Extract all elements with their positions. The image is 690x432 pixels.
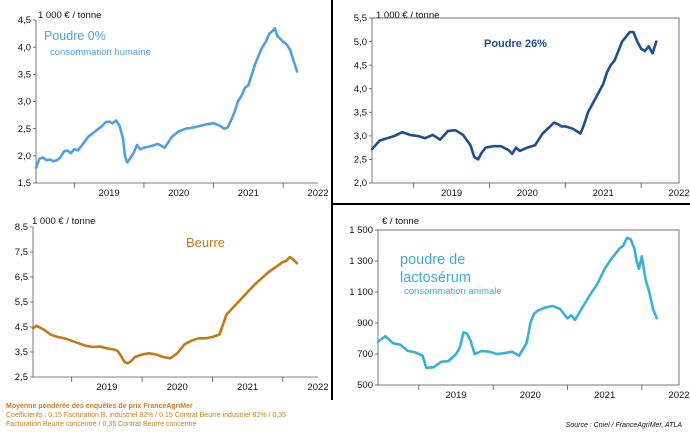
x-tick-label: 2022	[668, 188, 689, 199]
y-tick-label: 500	[357, 380, 373, 391]
y-tick-label: 8,5	[15, 222, 28, 233]
chart-title: Poudre 26%	[484, 38, 547, 50]
x-tick-label: 2019	[96, 382, 117, 393]
chart-beurre-plot: 2,5 3,5 4,5 5,5 6,5 7,5 8,5 2019 2020 2021 2022 Beu…	[15, 222, 329, 393]
x-tick-label: 2022	[307, 382, 328, 393]
x-tick-label: 2021	[593, 188, 614, 199]
y-tick-label: 3,0	[354, 131, 367, 142]
series-line	[370, 30, 658, 161]
y-tick-label: 3,0	[18, 97, 31, 108]
x-tick-label: 2022	[668, 390, 689, 400]
x-tick-label: 2020	[517, 188, 538, 199]
y-tick-label: 4,5	[15, 322, 28, 333]
y-tick-label: 1 300	[349, 256, 373, 267]
chart-title: poudre de lactosérum	[400, 252, 471, 286]
x-tick-label: 2019	[441, 188, 462, 199]
footnote-line-2: Coefficients : 0,15 Facturation B. indus…	[6, 412, 287, 419]
unit-label: 1 000 € / tonne	[32, 216, 96, 227]
plot-frame	[371, 17, 680, 184]
y-tick-label: 6,5	[15, 272, 28, 283]
y-tick-label: 4,0	[18, 42, 31, 53]
chart-poudre-26-plot: 2,0 2,5 3,0 3,5 4,0 4,5 5,0 5,5 2019 2020 2021 2022…	[354, 13, 690, 199]
y-tick-label: 900	[357, 318, 373, 329]
y-tick-label: 5,0	[354, 37, 367, 48]
y-tick-label: 7,5	[15, 247, 28, 258]
divider-horizontal-right	[333, 203, 690, 205]
x-tick-label: 2021	[237, 382, 258, 393]
chart-poudre-0-plot: 1,5 2,0 2,5 3,0 3,5 4,0 4,5 2019 2020 2021 2022 Pou…	[18, 15, 329, 199]
y-tick-label: 2,5	[15, 372, 28, 383]
series-line	[31, 255, 299, 365]
x-tick-label: 2021	[594, 390, 615, 400]
chart-poudre-0: 1 000 € / tonne 1,5 2,0 2,5 3,0 3,5 4,0 4,5 201…	[0, 0, 330, 205]
y-tick-label: 1 500	[349, 225, 373, 236]
chart-lactoserum: € / tonne 500 700 900 1 100 1 300 1 500 2019 20…	[336, 207, 690, 400]
chart-poudre-26: 1 000 € / tonne 2,0 2,5 3,0 3,5 4,0 4,5 5,0 5,5…	[336, 0, 690, 205]
series-line	[34, 26, 299, 170]
y-tick-label: 3,5	[15, 347, 28, 358]
y-tick-label: 2,0	[18, 151, 31, 162]
unit-label: 1 000 € / tonne	[38, 10, 102, 21]
y-tick-label: 5,5	[15, 297, 28, 308]
footnote-line-1: Moyenne pondérée des enquêtes de prix Fr…	[6, 403, 193, 410]
chart-lactoserum-plot: 500 700 900 1 100 1 300 1 500 2019 2020 2021 2022…	[349, 225, 689, 400]
series-line	[376, 236, 658, 370]
y-tick-label: 1 100	[349, 287, 373, 298]
footnote-line-3: Facturation Beurre concentré / 0,35 Cont…	[6, 421, 197, 428]
y-tick-label: 3,5	[354, 107, 367, 118]
y-tick-label: 3,5	[18, 70, 31, 81]
y-tick-label: 1,5	[18, 178, 31, 189]
y-tick-label: 700	[357, 349, 373, 360]
x-tick-label: 2019	[445, 390, 466, 400]
y-tick-label: 5,5	[354, 13, 367, 24]
chart-beurre: 1 000 € / tonne 2,5 3,5 4,5 5,5 6,5 7,5 8,5 201…	[0, 207, 330, 400]
x-tick-label: 2020	[167, 382, 188, 393]
chart-title: Poudre 0%	[44, 29, 106, 43]
y-tick-label: 2,0	[354, 178, 367, 189]
unit-label: € / tonne	[382, 216, 419, 227]
y-tick-label: 4,0	[354, 84, 367, 95]
x-tick-label: 2022	[307, 188, 328, 199]
y-tick-label: 2,5	[354, 155, 367, 166]
x-tick-label: 2019	[99, 188, 120, 199]
unit-label: 1 000 € / tonne	[376, 10, 440, 21]
y-tick-label: 4,5	[354, 60, 367, 71]
x-tick-label: 2020	[520, 390, 541, 400]
y-tick-label: 2,5	[18, 124, 31, 135]
chart-subtitle: consommation humaine	[50, 47, 151, 58]
source-note: Source : Cniel / FranceAgriMer, ATLA	[565, 422, 682, 429]
divider-vertical	[331, 0, 333, 400]
y-tick-label: 4,5	[18, 15, 31, 26]
chart-subtitle: consommation animale	[404, 286, 502, 297]
x-tick-label: 2021	[238, 188, 259, 199]
plot-frame	[377, 229, 680, 386]
x-tick-label: 2020	[168, 188, 189, 199]
chart-title: Beurre	[186, 235, 225, 250]
